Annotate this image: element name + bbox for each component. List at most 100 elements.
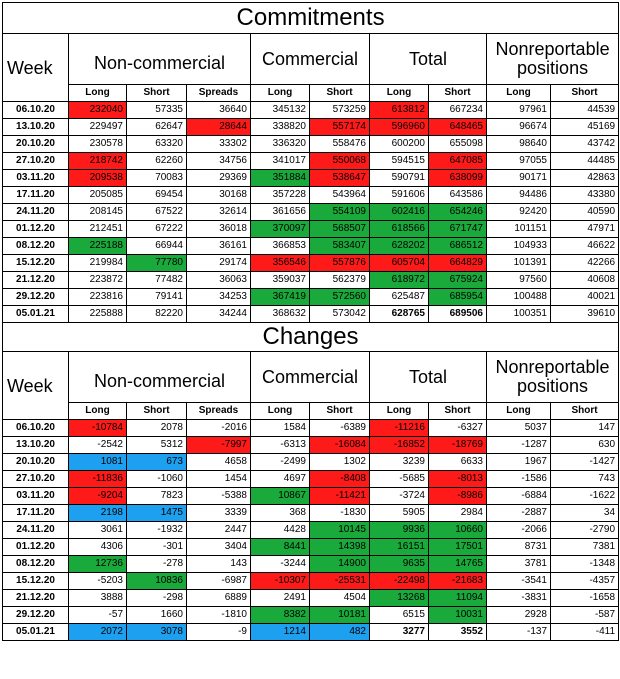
value-cell: 3781	[486, 555, 551, 573]
value-cell: 10145	[309, 521, 370, 539]
value-cell: 6633	[428, 453, 487, 471]
changes-subheader: Long	[250, 402, 310, 420]
table-row: 06.10.20 232040 57335 36640 345132 573259 6138…	[2, 101, 620, 119]
commitments-table: Commitments Week Non-commercial Commercial T…	[1, 2, 620, 323]
value-cell: 67522	[126, 203, 187, 221]
value-cell: 7823	[126, 487, 187, 505]
value-cell: -11836	[68, 470, 127, 488]
value-cell: -298	[126, 589, 187, 607]
table-row: 13.10.20 -2542 5312 -7997 -6313 -16084 -16852-…	[2, 436, 620, 454]
value-cell: 689506	[428, 305, 487, 323]
table-row: 27.10.20 -11836 -1060 1454 4697 -8408 -5685 -80…	[2, 470, 620, 488]
week-cell: 17.11.20	[2, 504, 69, 522]
table-row: 24.11.20 208145 67522 32614 361656 554109 6024…	[2, 203, 620, 221]
value-cell: 1660	[126, 606, 187, 624]
value-cell: 600200	[369, 135, 429, 153]
value-cell: 44485	[549, 152, 620, 170]
value-cell: 628765	[369, 305, 429, 323]
value-cell: 9936	[369, 521, 429, 539]
value-cell: -137	[486, 623, 551, 641]
value-cell: -3244	[250, 555, 310, 573]
value-cell: 2491	[250, 589, 310, 607]
value-cell: 16151	[369, 538, 429, 556]
value-cell: 34	[549, 504, 620, 522]
value-cell: 57335	[126, 101, 187, 119]
table-row: 08.12.20 225188 66944 36161 366853 583407 6282…	[2, 237, 620, 255]
value-cell: -57	[68, 606, 127, 624]
value-cell: 36161	[186, 237, 251, 255]
value-cell: 2078	[126, 419, 187, 437]
value-cell: 44539	[549, 101, 620, 119]
week-cell: 27.10.20	[2, 470, 69, 488]
value-cell: -3541	[486, 572, 551, 590]
commitments-group-row: Week Non-commercial Commercial Total Nonrepo…	[2, 33, 620, 102]
value-cell: 1454	[186, 470, 251, 488]
value-cell: -22498	[369, 572, 429, 590]
value-cell: 30168	[186, 186, 251, 204]
value-cell: 368	[250, 504, 310, 522]
value-cell: -2542	[68, 436, 127, 454]
value-cell: 5312	[126, 436, 187, 454]
value-cell: 66944	[126, 237, 187, 255]
week-cell: 08.12.20	[2, 555, 69, 573]
value-cell: 6889	[186, 589, 251, 607]
week-cell: 06.10.20	[2, 101, 69, 119]
value-cell: 557174	[309, 118, 370, 136]
week-cell: 13.10.20	[2, 436, 69, 454]
table-row: 13.10.20 229497 62647 28644 338820 557174 5969…	[2, 118, 620, 136]
commitments-total-header: Total	[369, 33, 487, 85]
value-cell: 351884	[250, 169, 310, 187]
value-cell: 82220	[126, 305, 187, 323]
week-cell: 17.11.20	[2, 186, 69, 204]
value-cell: 97961	[486, 101, 551, 119]
value-cell: -1427	[549, 453, 620, 471]
value-cell: 338820	[250, 118, 310, 136]
value-cell: 1475	[126, 504, 187, 522]
changes-subheader: Short	[549, 402, 620, 420]
table-row: 01.12.20 212451 67222 36018 370097 568507 6185…	[2, 220, 620, 238]
value-cell: 613812	[369, 101, 429, 119]
value-cell: 594515	[369, 152, 429, 170]
value-cell: 558476	[309, 135, 370, 153]
value-cell: 212451	[68, 220, 127, 238]
value-cell: -278	[126, 555, 187, 573]
value-cell: 39610	[549, 305, 620, 323]
table-row: 05.01.21 225888 82220 34244 368632 573042 6287…	[2, 305, 620, 323]
commitments-subheader: Short	[549, 84, 620, 102]
value-cell: 628202	[369, 237, 429, 255]
value-cell: 40590	[549, 203, 620, 221]
week-cell: 08.12.20	[2, 237, 69, 255]
value-cell: 366853	[250, 237, 310, 255]
table-row: 29.12.20 223816 79141 34253 367419 572560 6254…	[2, 288, 620, 306]
value-cell: 568507	[309, 220, 370, 238]
value-cell: -2016	[186, 419, 251, 437]
value-cell: 557876	[309, 254, 370, 272]
value-cell: 100351	[486, 305, 551, 323]
value-cell: 361656	[250, 203, 310, 221]
value-cell: -6389	[309, 419, 370, 437]
week-cell: 21.12.20	[2, 589, 69, 607]
value-cell: 29174	[186, 254, 251, 272]
value-cell: 591606	[369, 186, 429, 204]
value-cell: 5905	[369, 504, 429, 522]
value-cell: 79141	[126, 288, 187, 306]
value-cell: 3552	[428, 623, 487, 641]
value-cell: 573259	[309, 101, 370, 119]
value-cell: 36640	[186, 101, 251, 119]
value-cell: 647085	[428, 152, 487, 170]
value-cell: -10784	[68, 419, 127, 437]
value-cell: 550068	[309, 152, 370, 170]
value-cell: -8986	[428, 487, 487, 505]
value-cell: 29369	[186, 169, 251, 187]
changes-group-row: Week Non-commercial Commercial Total Nonrepo…	[2, 351, 620, 420]
value-cell: 11094	[428, 589, 487, 607]
value-cell: 230578	[68, 135, 127, 153]
value-cell: 1584	[250, 419, 310, 437]
week-cell: 21.12.20	[2, 271, 69, 289]
value-cell: 32614	[186, 203, 251, 221]
value-cell: 554109	[309, 203, 370, 221]
commitments-subheader-row: Long Short Spreads Long Short Long Short Long Sh…	[3, 84, 620, 102]
table-row: 05.01.21 2072 3078 -9 1214 482 3277 3552 -137 -41…	[2, 623, 620, 641]
value-cell: 562379	[309, 271, 370, 289]
week-cell: 05.01.21	[2, 305, 69, 323]
